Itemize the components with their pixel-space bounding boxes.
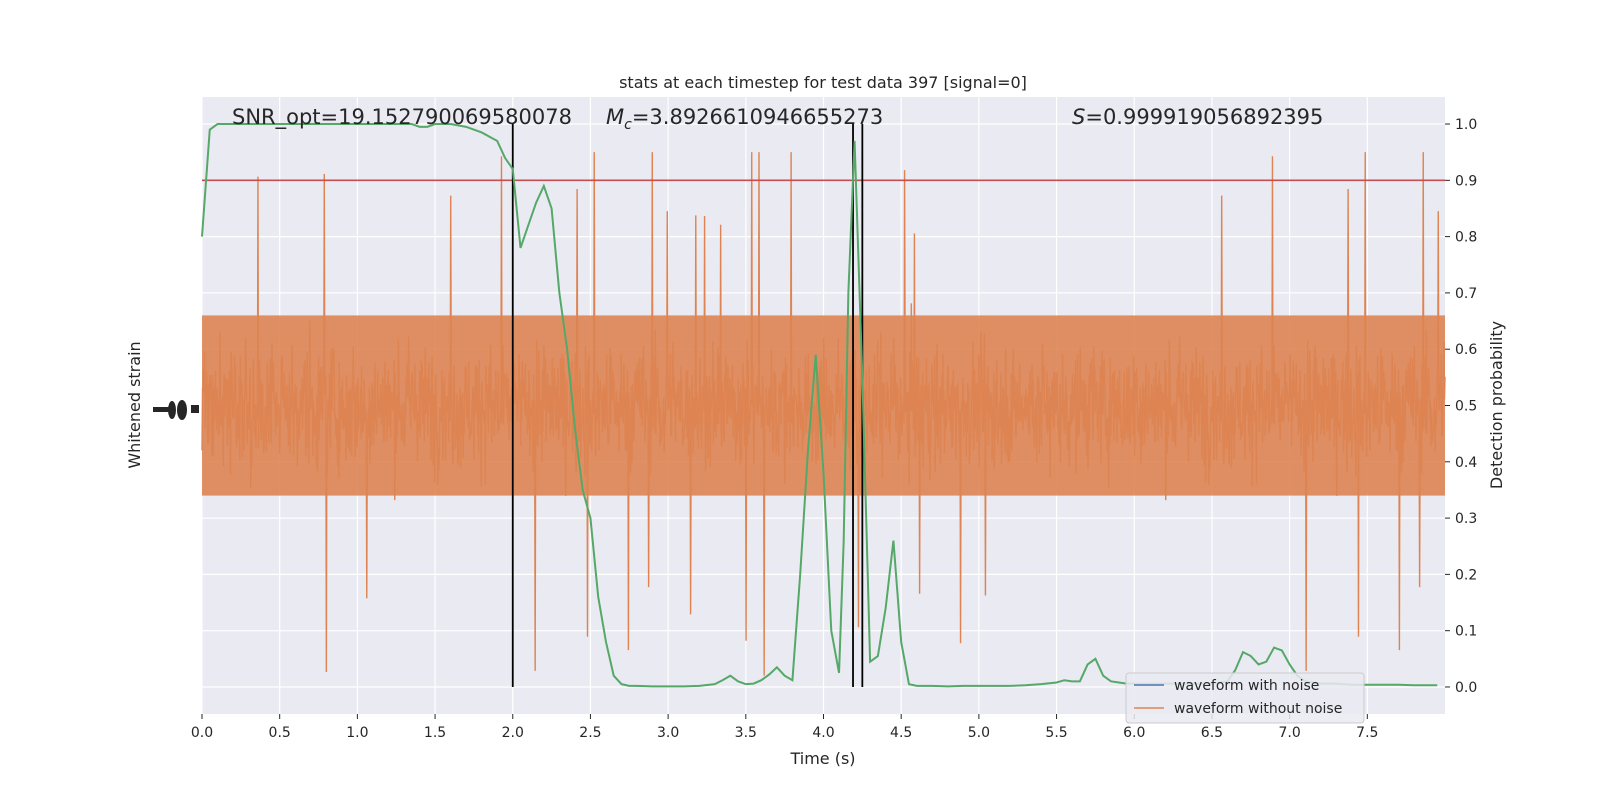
right-axis-label: Detection probability — [1487, 321, 1506, 489]
x-tick-label-10: 5.0 — [968, 725, 990, 741]
s-annotation: S=0.999919056892395 — [1072, 105, 1323, 129]
left-tick-glyph-0 — [168, 401, 176, 419]
x-tick-label-3: 1.5 — [424, 725, 446, 741]
y-tick-label-10: 1.0 — [1455, 117, 1477, 133]
x-tick-label-11: 5.5 — [1045, 725, 1067, 741]
y-tick-label-5: 0.5 — [1455, 399, 1477, 415]
legend-box — [1125, 672, 1365, 724]
left-tick-mark-0 — [153, 407, 169, 412]
x-tick-label-4: 2.0 — [502, 725, 524, 741]
left-axis-label: Whitened strain — [125, 341, 144, 468]
y-tick-label-1: 0.1 — [1455, 624, 1477, 640]
probability-series — [201, 123, 1438, 688]
x-tick-label-0: 0.0 — [191, 725, 213, 741]
x-tick-label-1: 0.5 — [269, 725, 291, 741]
x-tick-label-15: 7.5 — [1356, 725, 1378, 741]
x-tick-label-5: 2.5 — [579, 725, 601, 741]
x-tick-label-7: 3.5 — [735, 725, 757, 741]
x-axis-label: Time (s) — [789, 749, 855, 768]
chirp-mass-annotation: Mc=3.8926610946655273 — [606, 105, 883, 133]
x-tick-label-9: 4.5 — [890, 725, 912, 741]
probability-line — [201, 123, 1438, 688]
x-tick-label-6: 3.0 — [657, 725, 679, 741]
legend: waveform with noise waveform without noi… — [1125, 672, 1365, 724]
left-axis-glyphs — [153, 400, 199, 420]
y-tick-label-3: 0.3 — [1455, 511, 1477, 527]
x-tick-label-8: 4.0 — [812, 725, 834, 741]
x-tick-label-2: 1.0 — [346, 725, 368, 741]
legend-label-without-noise: waveform without noise — [1174, 701, 1342, 717]
s-value: =0.999919056892395 — [1085, 105, 1323, 129]
y-tick-label-2: 0.2 — [1455, 567, 1477, 583]
mc-symbol: M — [606, 105, 624, 129]
right-axis: 0.0 0.1 0.2 0.3 0.4 0.5 0.6 0.7 0.8 0.9 1.0 — [1445, 117, 1477, 696]
y-tick-label-0: 0.0 — [1455, 680, 1477, 696]
chart-title: stats at each timestep for test data 397… — [619, 73, 1027, 92]
s-symbol: S — [1072, 105, 1085, 129]
y-tick-label-7: 0.7 — [1455, 286, 1477, 302]
left-tick-mark-1 — [191, 405, 199, 413]
y-tick-label-8: 0.8 — [1455, 230, 1477, 246]
x-tick-label-14: 7.0 — [1278, 725, 1300, 741]
left-tick-glyph-1 — [177, 400, 187, 420]
x-tick-label-12: 6.0 — [1123, 725, 1145, 741]
snr-annotation: SNR_opt=19.152790069580078 — [232, 105, 572, 130]
y-tick-label-9: 0.9 — [1455, 173, 1477, 189]
mc-subscript: c — [624, 117, 632, 133]
legend-label-with-noise: waveform with noise — [1174, 678, 1319, 694]
x-tick-label-13: 6.5 — [1201, 725, 1223, 741]
x-axis: 0.0 0.5 1.0 1.5 2.0 2.5 3.0 3.5 4.0 4.5 5.0 5.5 6.0 6… — [191, 714, 1378, 741]
y-tick-label-6: 0.6 — [1455, 342, 1477, 358]
mc-value: =3.8926610946655273 — [632, 105, 883, 129]
y-tick-label-4: 0.4 — [1455, 455, 1477, 471]
